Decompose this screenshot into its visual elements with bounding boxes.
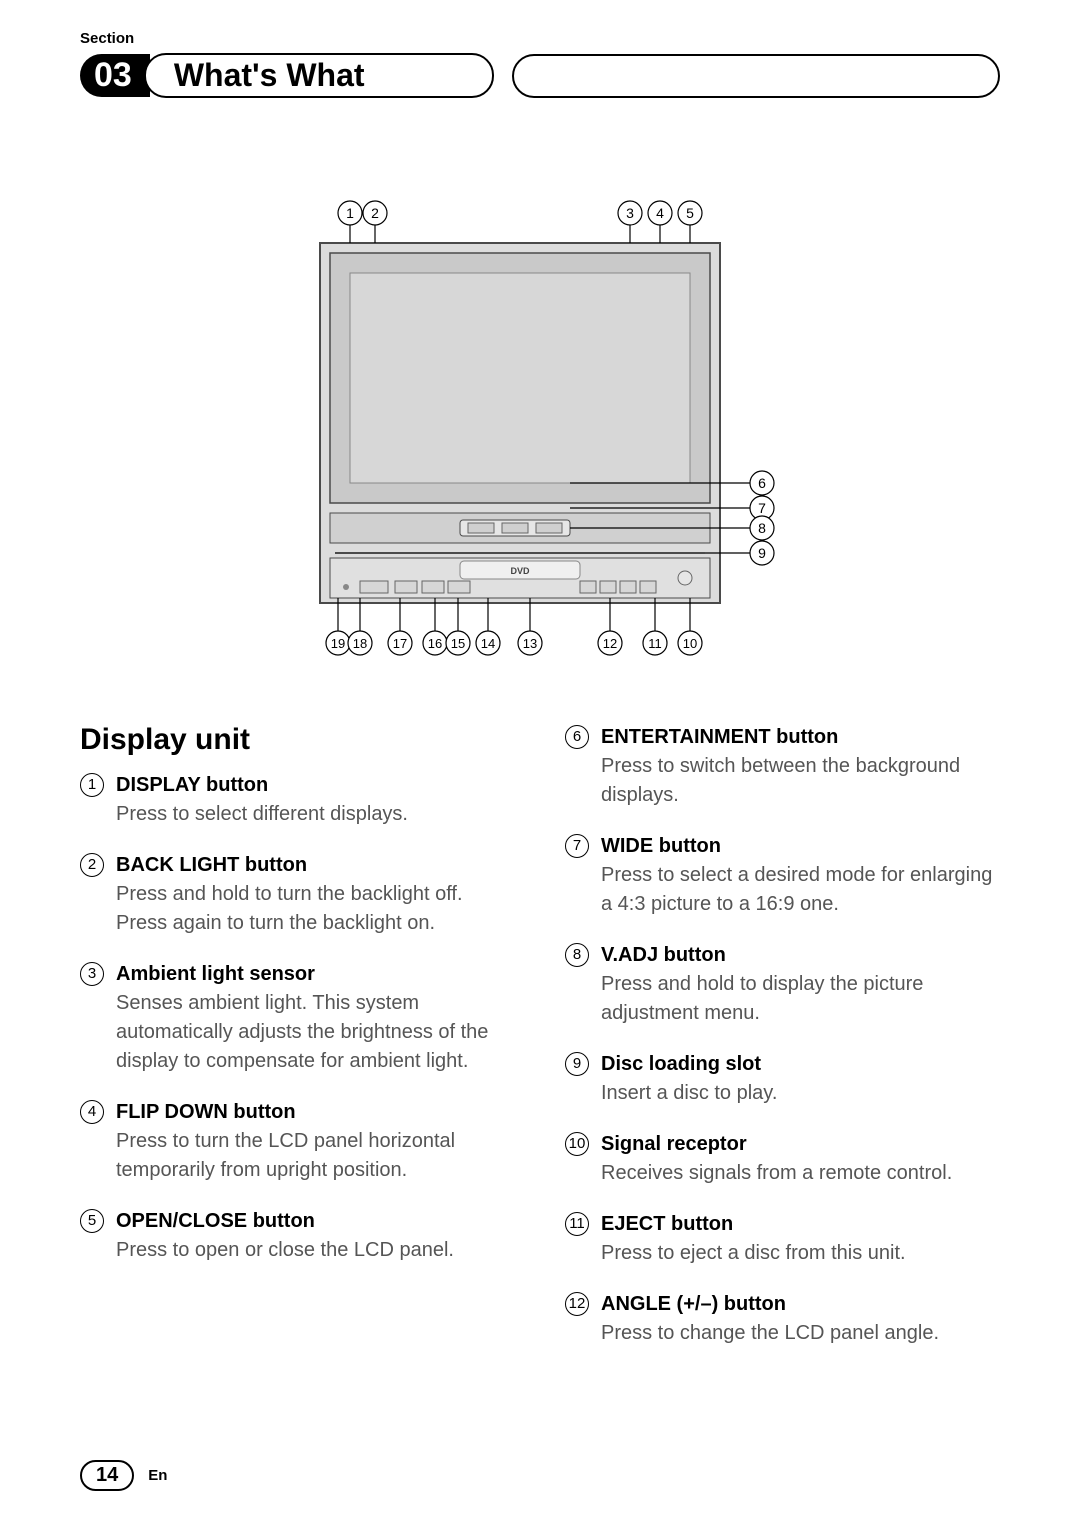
svg-text:12: 12 xyxy=(603,636,617,651)
list-item: 5 OPEN/CLOSE button Press to open or clo… xyxy=(80,1207,515,1265)
item-desc: Press to change the LCD panel angle. xyxy=(601,1319,1000,1348)
svg-text:2: 2 xyxy=(371,205,379,221)
list-item: 12 ANGLE (+/–) button Press to change th… xyxy=(565,1290,1000,1348)
svg-text:9: 9 xyxy=(758,545,766,561)
item-desc: Press to select different displays. xyxy=(116,800,515,829)
header-row: 03 What's What xyxy=(80,53,1000,98)
callout-marker: 10 xyxy=(565,1132,589,1156)
item-title: V.ADJ button xyxy=(601,941,726,970)
item-title: OPEN/CLOSE button xyxy=(116,1207,315,1236)
left-column: Display unit 1 DISPLAY button Press to s… xyxy=(80,723,515,1370)
item-title: WIDE button xyxy=(601,832,721,861)
header-spacer-capsule xyxy=(512,54,1000,98)
device-diagram: DVD 1 2 3 4 5 xyxy=(80,183,1000,673)
section-title: Display unit xyxy=(80,723,515,757)
item-desc: Receives signals from a remote control. xyxy=(601,1159,1000,1188)
list-item: 11 EJECT button Press to eject a disc fr… xyxy=(565,1210,1000,1268)
svg-text:1: 1 xyxy=(346,205,354,221)
section-number-badge: 03 xyxy=(80,54,150,97)
callout-marker: 4 xyxy=(80,1100,104,1124)
svg-text:19: 19 xyxy=(331,636,345,651)
item-desc: Press and hold to turn the backlight off… xyxy=(116,880,515,938)
callout-marker: 12 xyxy=(565,1292,589,1316)
list-item: 6 ENTERTAINMENT button Press to switch b… xyxy=(565,723,1000,810)
svg-text:13: 13 xyxy=(523,636,537,651)
list-item: 1 DISPLAY button Press to select differe… xyxy=(80,771,515,829)
right-column: 6 ENTERTAINMENT button Press to switch b… xyxy=(565,723,1000,1370)
callout-marker: 11 xyxy=(565,1212,589,1236)
svg-text:15: 15 xyxy=(451,636,465,651)
item-desc: Press to turn the LCD panel horizontal t… xyxy=(116,1127,515,1185)
svg-text:3: 3 xyxy=(626,205,634,221)
item-title: FLIP DOWN button xyxy=(116,1098,296,1127)
item-title: EJECT button xyxy=(601,1210,733,1239)
svg-text:16: 16 xyxy=(428,636,442,651)
svg-text:8: 8 xyxy=(758,520,766,536)
language-label: En xyxy=(148,1467,167,1484)
item-desc: Press to eject a disc from this unit. xyxy=(601,1239,1000,1268)
callout-marker: 5 xyxy=(80,1209,104,1233)
list-item: 7 WIDE button Press to select a desired … xyxy=(565,832,1000,919)
list-item: 4 FLIP DOWN button Press to turn the LCD… xyxy=(80,1098,515,1185)
svg-text:5: 5 xyxy=(686,205,694,221)
list-item: 3 Ambient light sensor Senses ambient li… xyxy=(80,960,515,1076)
item-title: Ambient light sensor xyxy=(116,960,315,989)
callout-marker: 3 xyxy=(80,962,104,986)
callout-marker: 2 xyxy=(80,853,104,877)
item-desc: Press to switch between the background d… xyxy=(601,752,1000,810)
svg-text:DVD: DVD xyxy=(510,566,530,576)
item-title: DISPLAY button xyxy=(116,771,268,800)
page-title: What's What xyxy=(144,53,494,98)
item-desc: Press to select a desired mode for enlar… xyxy=(601,861,1000,919)
callout-marker: 7 xyxy=(565,834,589,858)
item-title: ANGLE (+/–) button xyxy=(601,1290,786,1319)
page-footer: 14 En xyxy=(80,1460,167,1491)
list-item: 10 Signal receptor Receives signals from… xyxy=(565,1130,1000,1188)
svg-text:4: 4 xyxy=(656,205,664,221)
svg-text:6: 6 xyxy=(758,475,766,491)
item-title: Signal receptor xyxy=(601,1130,747,1159)
svg-text:14: 14 xyxy=(481,636,495,651)
svg-text:10: 10 xyxy=(683,636,697,651)
callout-marker: 9 xyxy=(565,1052,589,1076)
item-desc: Press to open or close the LCD panel. xyxy=(116,1236,515,1265)
svg-text:17: 17 xyxy=(393,636,407,651)
item-desc: Press and hold to display the picture ad… xyxy=(601,970,1000,1028)
svg-text:18: 18 xyxy=(353,636,367,651)
item-title: BACK LIGHT button xyxy=(116,851,307,880)
item-desc: Senses ambient light. This system automa… xyxy=(116,989,515,1076)
callout-marker: 1 xyxy=(80,773,104,797)
item-title: ENTERTAINMENT button xyxy=(601,723,838,752)
callout-marker: 6 xyxy=(565,725,589,749)
list-item: 9 Disc loading slot Insert a disc to pla… xyxy=(565,1050,1000,1108)
list-item: 8 V.ADJ button Press and hold to display… xyxy=(565,941,1000,1028)
list-item: 2 BACK LIGHT button Press and hold to tu… xyxy=(80,851,515,938)
svg-text:11: 11 xyxy=(648,636,662,651)
callout-marker: 8 xyxy=(565,943,589,967)
svg-text:7: 7 xyxy=(758,500,766,516)
section-label: Section xyxy=(80,30,1000,47)
content-columns: Display unit 1 DISPLAY button Press to s… xyxy=(80,723,1000,1370)
item-desc: Insert a disc to play. xyxy=(601,1079,1000,1108)
item-title: Disc loading slot xyxy=(601,1050,761,1079)
page-number: 14 xyxy=(80,1460,134,1491)
